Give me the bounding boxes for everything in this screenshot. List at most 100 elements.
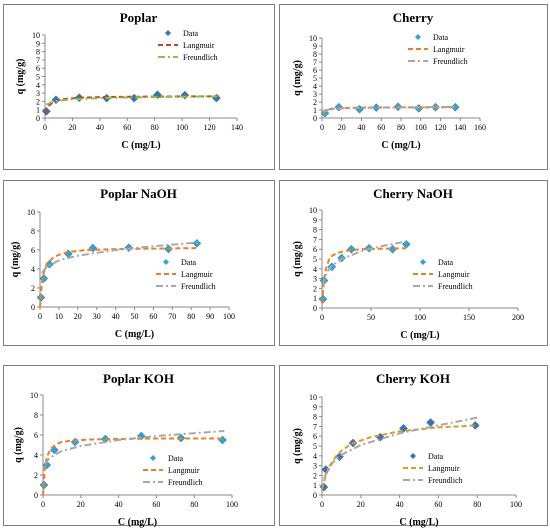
x-tick-label: 50 — [367, 313, 375, 322]
y-tick-label: 2 — [31, 284, 35, 293]
x-tick-label: 0 — [320, 313, 324, 322]
y-tick-label: 2 — [313, 98, 317, 107]
x-tick-label: 20 — [338, 123, 346, 132]
data-point — [320, 108, 330, 118]
y-axis-label: q (mg/g) — [15, 59, 26, 95]
x-tick-label: 60 — [152, 500, 160, 509]
series-line-freundlich — [41, 241, 199, 274]
y-tick-label: 10 — [27, 208, 35, 217]
series-line-langmuir — [44, 95, 220, 114]
chart-title: Cherry KOH — [376, 371, 450, 386]
series-line-freundlich — [322, 240, 407, 286]
x-axis-label: C (mg/L) — [381, 140, 420, 151]
x-tick-label: 40 — [396, 500, 404, 509]
y-tick-label: 10 — [309, 206, 317, 215]
y-tick-label: 7 — [313, 422, 317, 431]
x-tick-label: 120 — [204, 123, 216, 132]
panel-frame — [279, 4, 548, 170]
x-tick-label: 40 — [96, 123, 104, 132]
y-tick-label: 4 — [313, 82, 317, 91]
chart-title: Poplar — [120, 10, 158, 25]
x-tick-label: 100 — [176, 123, 188, 132]
y-tick-label: 6 — [313, 245, 317, 254]
legend-label: Langmuir — [428, 464, 460, 473]
data-point — [451, 102, 460, 112]
y-tick-label: 0 — [313, 114, 317, 123]
x-tick-label: 80 — [187, 312, 195, 321]
x-tick-label: 80 — [190, 500, 198, 509]
y-tick-label: 2 — [34, 471, 38, 480]
series-line-freundlich — [44, 430, 225, 465]
x-tick-label: 60 — [123, 123, 131, 132]
x-tick-label: 0 — [41, 500, 45, 509]
legend-swatch — [415, 34, 421, 40]
y-tick-label: 3 — [313, 275, 317, 284]
y-tick-label: 5 — [36, 73, 40, 82]
legend-label: Langmuir — [438, 270, 470, 279]
x-tick-label: 40 — [115, 500, 123, 509]
y-tick-label: 0 — [34, 491, 38, 500]
y-tick-label: 0 — [36, 114, 40, 123]
y-tick-label: 8 — [313, 50, 317, 59]
chart-title: Cherry NaOH — [373, 186, 453, 201]
x-tick-label: 150 — [463, 313, 475, 322]
data-point — [372, 103, 381, 112]
y-tick-label: 6 — [313, 432, 317, 441]
y-tick-label: 3 — [36, 89, 40, 98]
data-point — [51, 95, 61, 105]
legend-label: Freundlich — [183, 53, 218, 62]
legend-swatch — [410, 453, 416, 459]
legend-label: Freundlich — [181, 282, 216, 291]
y-axis-label: q (mg/g) — [10, 242, 21, 278]
y-tick-label: 2 — [36, 97, 40, 106]
y-tick-label: 8 — [31, 227, 35, 236]
y-tick-label: 4 — [313, 452, 317, 461]
y-tick-label: 6 — [313, 66, 317, 75]
legend-label: Data — [433, 33, 449, 42]
y-tick-label: 2 — [313, 471, 317, 480]
legend-swatch — [165, 30, 171, 36]
legend-label: Langmuir — [183, 41, 215, 50]
y-tick-label: 6 — [34, 431, 38, 440]
legend-label: Langmuir — [168, 466, 200, 475]
y-tick-label: 6 — [36, 64, 40, 73]
x-tick-label: 80 — [397, 123, 405, 132]
y-axis-label: q (mg/g) — [292, 241, 303, 277]
series-langmuir — [44, 95, 220, 114]
y-axis-label: q (mg/g) — [13, 427, 24, 463]
x-tick-label: 40 — [112, 312, 120, 321]
x-tick-label: 60 — [149, 312, 157, 321]
legend-label: Data — [438, 258, 454, 267]
panel-frame — [3, 4, 275, 170]
x-tick-label: 20 — [357, 500, 365, 509]
y-tick-label: 8 — [36, 48, 40, 57]
y-tick-label: 4 — [313, 265, 317, 274]
legend-label: Data — [168, 454, 184, 463]
series-langmuir — [321, 424, 478, 490]
legend-swatch — [163, 259, 169, 265]
x-tick-label: 20 — [68, 123, 76, 132]
y-tick-label: 5 — [313, 74, 317, 83]
x-tick-label: 90 — [206, 312, 214, 321]
legend-label: Freundlich — [428, 476, 463, 485]
y-axis-label: q (mg/g) — [292, 428, 303, 464]
legend-label: Data — [181, 258, 197, 267]
x-tick-label: 100 — [226, 500, 238, 509]
y-tick-label: 8 — [313, 413, 317, 422]
legend-label: Data — [183, 29, 199, 38]
chart-title: Poplar NaOH — [100, 186, 177, 201]
x-tick-label: 140 — [231, 123, 243, 132]
x-tick-label: 60 — [434, 500, 442, 509]
x-tick-label: 60 — [377, 123, 385, 132]
y-tick-label: 0 — [31, 303, 35, 312]
series-line-freundlich — [322, 106, 458, 113]
x-tick-label: 80 — [151, 123, 159, 132]
x-tick-label: 160 — [474, 123, 486, 132]
y-tick-label: 9 — [36, 39, 40, 48]
y-tick-label: 8 — [313, 226, 317, 235]
y-tick-label: 9 — [313, 403, 317, 412]
y-tick-label: 7 — [313, 235, 317, 244]
x-tick-label: 30 — [93, 312, 101, 321]
